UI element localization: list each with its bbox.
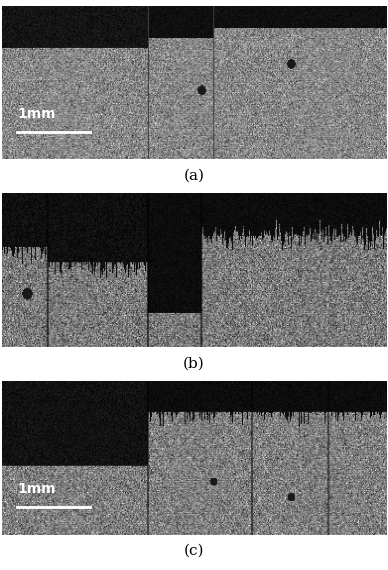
Text: (a): (a) [184,169,204,182]
Text: 1mm: 1mm [17,107,56,121]
Text: 1mm: 1mm [17,482,56,496]
Text: (b): (b) [183,356,205,370]
Text: (c): (c) [184,544,204,558]
